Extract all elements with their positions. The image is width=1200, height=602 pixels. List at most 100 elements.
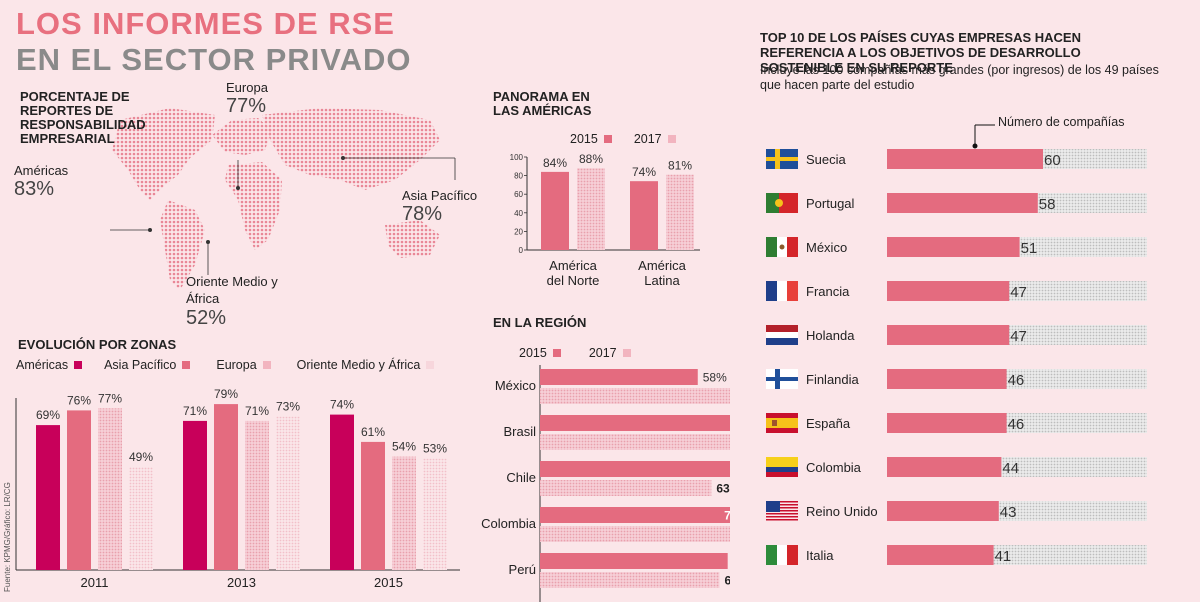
data-label: 47 — [1010, 328, 1027, 345]
bar-Reino Unido — [887, 501, 999, 521]
country-label: Portugal — [806, 196, 855, 211]
legend-swatch — [622, 349, 631, 357]
data-label: 41 — [995, 548, 1012, 565]
bar-europa-2011 — [98, 408, 122, 570]
y-tick-label: Perú — [509, 562, 536, 577]
country-label: México — [806, 240, 847, 255]
flag-white — [766, 332, 798, 338]
flag-stripe — [766, 501, 798, 503]
bar-asia-pacífico-2013 — [214, 404, 238, 570]
bar-américas-2015 — [330, 414, 354, 570]
bar-Francia — [887, 281, 1010, 301]
continents — [112, 108, 440, 290]
bar-Finlandia — [887, 369, 1007, 389]
data-label: 49% — [129, 450, 153, 464]
data-label: 60 — [1044, 152, 1061, 169]
flag-yellow — [766, 418, 798, 428]
x-tick-label: 2015 — [374, 575, 403, 590]
region-mea: Oriente Medio y África 52% — [186, 273, 286, 330]
legend-2015: 2015 — [570, 132, 612, 146]
data-label: 43 — [1000, 504, 1017, 521]
legend-swatch — [262, 361, 271, 369]
flag-stripe — [766, 516, 798, 518]
bar-europa-2013 — [245, 420, 269, 570]
flag-méxico-icon — [766, 237, 798, 257]
legend-swatch — [426, 361, 435, 369]
y-tick-label: Chile — [506, 470, 536, 485]
flag-colombia-icon — [766, 457, 798, 477]
y-tick-label: 80 — [514, 172, 523, 181]
data-label: 54% — [392, 440, 416, 454]
flag-red — [787, 545, 798, 565]
bar-Suecia — [887, 149, 1043, 169]
map-heading: PORCENTAJE DE REPORTES DE RESPONSABILIDA… — [20, 89, 146, 146]
page-subtitle: EN EL SECTOR PRIVADO — [16, 42, 412, 77]
country-label: España — [806, 416, 851, 431]
flag-holanda-icon — [766, 325, 798, 345]
data-label: 44 — [1002, 460, 1019, 477]
flag-red — [787, 281, 798, 301]
bar-2017-Perú — [540, 572, 720, 588]
data-label: 47 — [1010, 284, 1027, 301]
region-name: Asia Pacífico — [402, 188, 478, 203]
x-tick-label: del Norte — [547, 273, 600, 288]
legend-label: 2017 — [588, 346, 617, 360]
legend-swatch — [74, 361, 83, 369]
data-label: 88% — [579, 152, 603, 166]
panorama-legend: 2015 2017 — [570, 132, 680, 146]
europe-dot — [236, 186, 240, 190]
legend-europa: Europa — [216, 358, 271, 372]
region-americas: Américas 83% — [14, 163, 68, 201]
world-map — [110, 108, 456, 290]
x-tick-label: 2013 — [227, 575, 256, 590]
x-tick-label: América — [549, 258, 597, 273]
flag-yellow — [766, 457, 798, 467]
x-tick-label: Latina — [644, 273, 680, 288]
top10-subtitle: Incluye las 100 compañías más grandes (p… — [760, 63, 1159, 92]
flag-italia-icon — [766, 545, 798, 565]
data-label: 71% — [183, 404, 207, 418]
flag-green — [766, 193, 779, 213]
bar-Italia — [887, 545, 994, 565]
source-note: Fuente: KPMG/Gráfico: LR/CG — [3, 482, 12, 592]
region-legend: 2015 2017 — [519, 346, 635, 360]
legend-label: Europa — [216, 358, 257, 372]
data-label: 78% — [724, 509, 730, 523]
bar-2015-Chile — [540, 461, 730, 477]
data-label: 61% — [361, 425, 385, 439]
data-label: 79% — [214, 387, 238, 401]
bar-europa-2015 — [392, 456, 416, 570]
y-tick-label: Brasil — [503, 424, 536, 439]
region-value: 78% — [402, 203, 443, 225]
flag-españa-icon — [766, 413, 798, 433]
bar-oriente-medio-y-áfrica-2015 — [423, 458, 447, 570]
y-tick-label: 40 — [514, 209, 523, 218]
legend-2017: 2017 — [634, 132, 676, 146]
flag-green — [766, 237, 777, 257]
legend-swatch — [182, 361, 191, 369]
page-title: LOS INFORMES DE RSE — [16, 6, 395, 41]
data-label: 71% — [245, 404, 269, 418]
data-label: 63% — [716, 482, 730, 496]
bar-asia-pacífico-2015 — [361, 441, 385, 570]
annotation-dot — [972, 143, 978, 149]
bar-2017-0 — [577, 168, 605, 250]
y-tick-label: México — [495, 378, 536, 393]
flag-stripe — [766, 504, 798, 506]
bar-2015-Brasil — [540, 415, 730, 431]
data-label: 74% — [330, 398, 354, 412]
bar-asia-pacífico-2011 — [67, 410, 91, 570]
bar-2015-Colombia — [540, 507, 730, 523]
flag-red — [766, 325, 798, 332]
region-title: EN LA REGIÓN — [493, 315, 587, 330]
flag-finlandia-icon — [766, 369, 798, 389]
region-asia: Asia Pacífico 78% — [402, 188, 477, 226]
bar-2017-Chile — [540, 480, 712, 496]
country-label: Suecia — [806, 152, 847, 167]
bar-México — [887, 237, 1020, 257]
flag-blue — [766, 467, 798, 472]
region-name: Europa — [226, 80, 268, 95]
asia-dot — [341, 156, 345, 160]
flag-emblem — [775, 199, 783, 207]
